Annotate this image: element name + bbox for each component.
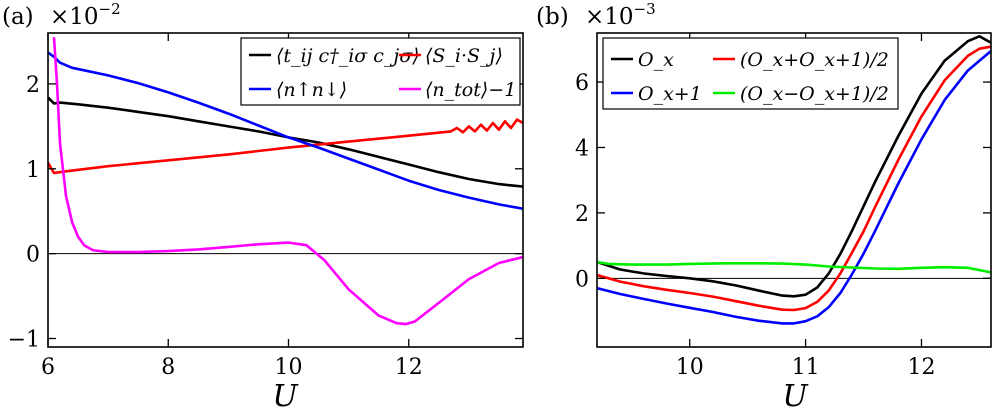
panel-a-x-tick-label: 8 [161, 355, 175, 380]
panel-b-x-tick-label: 11 [792, 355, 820, 380]
panel-b-frame [596, 32, 992, 348]
panel-a-series-line-1 [48, 118, 523, 175]
legend-a-label-density: ⟨n_tot⟩−1 [425, 79, 516, 101]
panel-a-x-tick-label: 10 [275, 355, 303, 380]
panel-a-x-tick-label: 12 [395, 355, 423, 380]
panel-a-label: (a) [2, 4, 34, 30]
panel-a-frame [47, 32, 524, 348]
panel-a-series-line-0 [48, 96, 523, 188]
panel-a-scale-label: ×10−2 [50, 0, 121, 30]
panel-b-series-line-3 [597, 260, 991, 274]
legend-a-label-double-occupancy: ⟨n↑n↓⟩ [276, 79, 347, 101]
panel-b-series-line-2 [597, 45, 991, 312]
legend-b-label-ox1: O_x+1 [638, 83, 702, 105]
panel-a-series-line-3 [52, 37, 523, 326]
panel-b-x-axis-title: U [782, 379, 809, 414]
panel-b-y-tick-label: 0 [575, 267, 589, 292]
legend-a-label-spin: ⟨S_i·S_j⟩ [425, 45, 503, 67]
panel-a-series-line-2 [48, 51, 523, 210]
panel-b-series-line-1 [597, 50, 991, 325]
panel-b-x-tick-label: 12 [907, 355, 935, 380]
panel-a-legend-box [240, 37, 521, 106]
panel-b-legend: O_x (O_x+O_x+1)/2 O_x+1 (O_x−O_x+1)/2 [602, 37, 899, 110]
legend-a-label-kinetic: ⟨t_ij c†_iσ c_jσ⟩ [276, 45, 420, 67]
panel-b-ticks: 10 11 12 0 2 4 6 [575, 33, 991, 380]
legend-b-label-ox: O_x [638, 49, 674, 71]
panel-b-y-tick-label: 4 [575, 136, 589, 161]
panel-b-scale-label: ×10−3 [585, 0, 656, 30]
panel-b-legend-box [602, 37, 899, 110]
panel-a-y-tick-label: 2 [26, 73, 40, 98]
panel-a-y-tick-label: 1 [26, 158, 40, 183]
panel-b-x-tick-label: 10 [676, 355, 704, 380]
panel-b-y-tick-label: 6 [575, 71, 589, 96]
legend-b-label-difference: (O_x−O_x+1)/2 [740, 83, 889, 105]
panel-a-series-lines [48, 37, 523, 326]
panel-b-series-line-0 [597, 34, 991, 298]
panel-a-x-tick-label: 6 [41, 355, 55, 380]
panel-a-y-tick-label: −1 [8, 328, 40, 353]
legend-b-label-average: (O_x+O_x+1)/2 [740, 49, 889, 71]
panel-b-series-lines [597, 34, 991, 325]
panel-b-label: (b) [536, 4, 569, 30]
panel-b-y-tick-label: 2 [575, 202, 589, 227]
panel-a-y-tick-label: 0 [26, 243, 40, 268]
panel-b: (b) ×10−3 10 11 12 0 2 4 6 U O_x (O_x+O_x+1)/2… [536, 0, 992, 414]
panel-a-legend: ⟨t_ij c†_iσ c_jσ⟩ ⟨S_i·S_j⟩ ⟨n↑n↓⟩ ⟨n_to… [240, 37, 521, 106]
panel-a-x-axis-title: U [272, 379, 299, 414]
